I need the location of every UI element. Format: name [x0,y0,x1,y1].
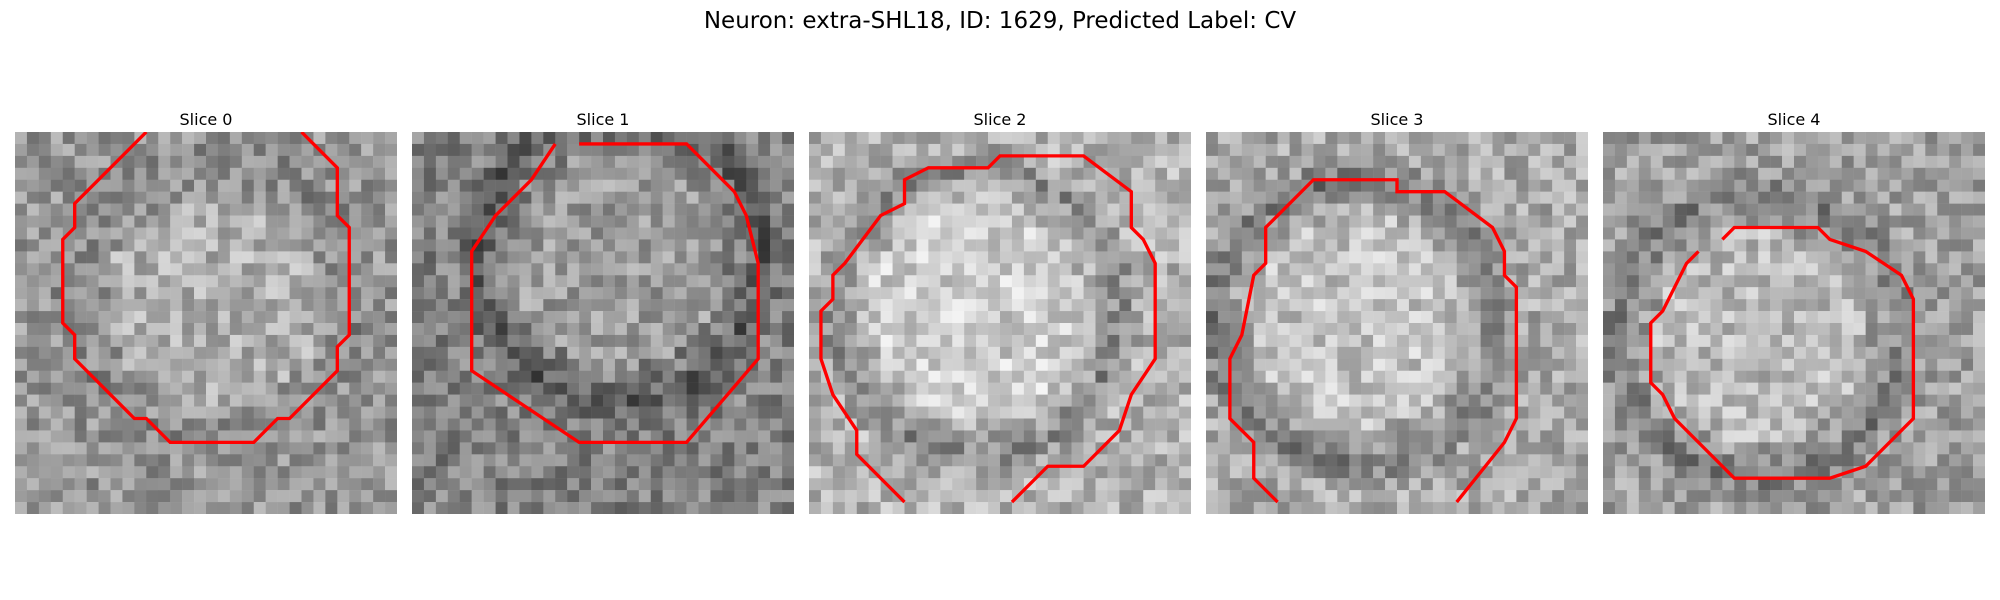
slice-panel-0: Slice 0 [15,108,397,514]
slice-image [15,132,397,514]
slice-title: Slice 1 [576,110,630,129]
contour-line [61,132,351,445]
slice-title: Slice 4 [1767,110,1821,129]
slice-title: Slice 3 [1370,110,1424,129]
slice-title: Slice 2 [973,110,1027,129]
slice-image [1603,132,1985,514]
slice-image [1206,132,1588,514]
contour-line [1228,178,1519,504]
pixel-grid [809,132,1191,514]
pixel-grid [1206,132,1588,514]
contour-line [819,154,1157,504]
slice-panel-1: Slice 1 [412,108,794,514]
slice-panel-2: Slice 2 [809,108,1191,514]
pixel-grid [1603,132,1985,514]
slice-panel-3: Slice 3 [1206,108,1588,514]
figure-title: Neuron: extra-SHL18, ID: 1629, Predicted… [703,8,1297,34]
slice-image [809,132,1191,514]
slice-title: Slice 0 [179,110,233,129]
contour-line [470,142,760,445]
slice-image [412,132,794,514]
contour-line [1649,225,1916,480]
pixel-grid [412,132,794,514]
pixel-grid [15,132,397,514]
slice-panel-4: Slice 4 [1603,108,1985,514]
